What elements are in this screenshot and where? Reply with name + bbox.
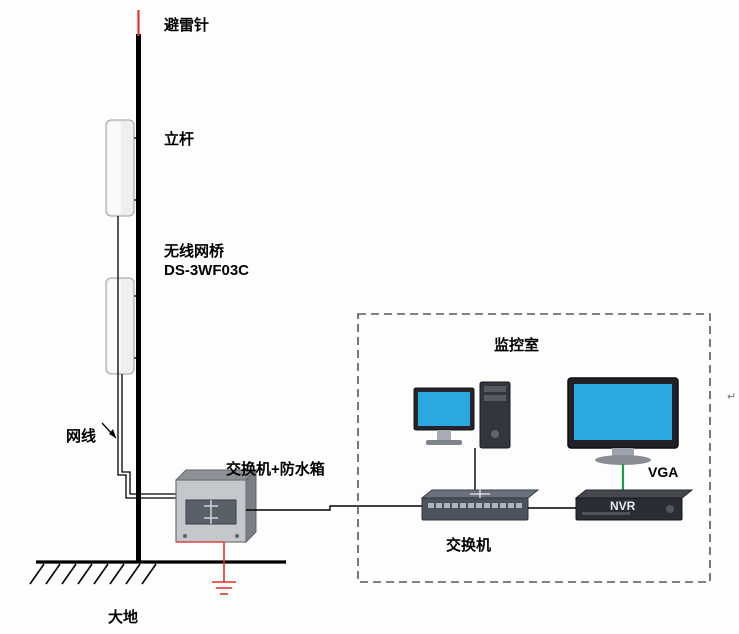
label-nvr: NVR — [610, 499, 635, 513]
diagram-canvas: ↵ — [0, 0, 739, 634]
wireless-bridge-1 — [106, 120, 136, 216]
label-ethernet: 网线 — [66, 425, 96, 446]
ethernet-cable-2 — [122, 374, 176, 494]
monitor — [568, 378, 678, 465]
switch-device — [422, 489, 538, 520]
link-box-switch — [246, 506, 422, 510]
ground-hatch — [30, 564, 156, 584]
ethernet-arrow-head — [109, 429, 116, 438]
pc-monitor — [414, 388, 474, 445]
label-vga: VGA — [648, 464, 678, 480]
label-switch: 交换机 — [446, 534, 491, 555]
wireless-bridge-2 — [106, 278, 136, 374]
label-pole: 立杆 — [164, 128, 194, 149]
waterproof-box — [176, 470, 256, 542]
pole — [136, 34, 141, 562]
label-switch-box: 交换机+防水箱 — [226, 458, 325, 479]
label-bridge-name: 无线网桥 — [164, 240, 224, 261]
label-bridge-model: DS-3WF03C — [164, 262, 249, 279]
paragraph-mark: ↵ — [727, 391, 736, 403]
ground-symbol — [212, 582, 236, 594]
label-lightning-rod: 避雷针 — [164, 14, 209, 35]
label-ground: 大地 — [108, 606, 138, 627]
pc-tower — [480, 382, 510, 448]
label-control-room: 监控室 — [494, 334, 539, 355]
